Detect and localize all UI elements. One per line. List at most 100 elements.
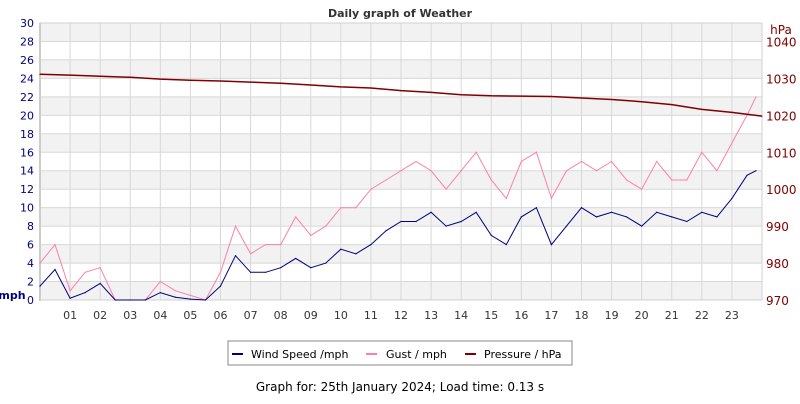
gust-series-point: [174, 290, 176, 292]
wind-speed-series-point: [415, 220, 417, 223]
y-right-tick-label: 970: [766, 294, 789, 308]
wind-speed-series-point: [69, 297, 71, 299]
wind-speed-series-point: [550, 244, 553, 246]
wind-speed-series-point: [595, 216, 598, 218]
wind-speed-series-point: [460, 220, 462, 223]
wind-speed-series-point: [490, 234, 492, 236]
gust-series-point: [234, 225, 237, 227]
gust-series-point: [189, 294, 192, 296]
pressure-series-point: [310, 84, 312, 86]
pressure-series-point: [400, 89, 402, 92]
y-tick-label: 0: [27, 294, 34, 307]
wind-speed-series-point: [580, 207, 583, 209]
gust-series-point: [265, 244, 267, 246]
wind-speed-series-point: [174, 296, 176, 298]
y-tick-label: 12: [20, 183, 34, 196]
wind-speed-series-point: [114, 299, 116, 301]
wind-speed-series-point: [189, 298, 192, 300]
wind-speed-series-point: [400, 220, 402, 223]
pressure-series-point: [370, 87, 372, 89]
y-tick-label: 18: [20, 128, 34, 141]
x-tick-label: 14: [454, 309, 468, 322]
gust-series-point: [460, 170, 462, 172]
gust-series-point: [445, 188, 447, 190]
x-tick-label: 22: [695, 309, 709, 322]
gust-series: [39, 96, 757, 301]
x-tick-label: 18: [575, 309, 589, 322]
pressure-series-point: [249, 81, 252, 83]
gust-series-point: [656, 160, 658, 163]
pressure-series-point: [340, 86, 342, 88]
gust-series-point: [686, 179, 688, 181]
pressure-series-point: [39, 73, 41, 75]
wind-speed-series-point: [39, 285, 41, 287]
y-right-tick-label: 1040: [766, 35, 797, 49]
y-right-tick-label: 980: [766, 257, 789, 271]
wind-speed-series-point: [219, 285, 222, 287]
gust-series-point: [626, 179, 628, 181]
wind-speed-series-point: [84, 292, 86, 294]
gust-series-point: [520, 160, 522, 163]
pressure-series-point: [671, 104, 673, 106]
x-tick-label: 06: [214, 309, 228, 322]
gust-series-point: [505, 197, 507, 200]
gust-series-point: [716, 170, 718, 172]
wind-speed-series-point: [280, 267, 282, 269]
gust-series-point: [731, 142, 733, 144]
gust-series-point: [280, 244, 282, 246]
gust-series-point: [475, 151, 477, 153]
wind-speed-series-point: [475, 211, 477, 213]
gust-series-point: [490, 179, 492, 181]
footer-text: Graph for: 25th January 2024; Load time:…: [255, 380, 545, 394]
wind-speed-series-point: [144, 299, 146, 301]
y-tick-label: 26: [20, 54, 34, 67]
wind-speed-series-point: [520, 216, 522, 218]
y-tick-label: 30: [20, 17, 34, 30]
pressure-series-point: [219, 80, 222, 82]
pressure-series-point: [460, 94, 462, 96]
y-tick-label: 4: [27, 257, 34, 270]
pressure-series-point: [430, 91, 432, 94]
wind-speed-series-point: [385, 230, 387, 232]
gust-series-point: [159, 280, 161, 283]
pressure-series-point: [280, 82, 282, 84]
pressure-series-point: [129, 76, 131, 78]
wind-speed-series-point: [204, 299, 207, 301]
wind-speed-series-point: [671, 216, 673, 218]
x-tick-label: 21: [665, 309, 679, 322]
x-tick-label: 20: [635, 309, 649, 322]
pressure-series-point: [159, 78, 161, 80]
gust-series-point: [310, 234, 312, 236]
x-tick-label: 08: [274, 309, 288, 322]
chart-title: Daily graph of Weather: [328, 7, 473, 20]
gust-series-point: [219, 271, 222, 273]
gust-series-point: [84, 271, 86, 273]
gust-series-point: [671, 179, 673, 181]
y-tick-label: 10: [20, 202, 34, 215]
gust-series-point: [355, 207, 357, 209]
wind-speed-series-point: [686, 220, 688, 223]
y-tick-label: 28: [20, 35, 34, 48]
x-tick-label: 09: [304, 309, 318, 322]
x-tick-label: 10: [334, 309, 348, 322]
gust-series-point: [400, 170, 402, 172]
x-tick-label: 19: [605, 309, 619, 322]
legend-label-wind: Wind Speed /mph: [251, 348, 349, 361]
legend-label-pressure: Pressure / hPa: [484, 348, 562, 361]
gust-series-point: [430, 170, 432, 172]
x-tick-label: 13: [424, 309, 438, 322]
gust-series-point: [755, 96, 757, 98]
wind-speed-series-point: [370, 244, 372, 246]
wind-speed-series-point: [565, 225, 568, 227]
gust-series-point: [610, 160, 613, 163]
wind-speed-series-point: [505, 244, 507, 246]
wind-speed-series-point: [54, 268, 56, 271]
wind-speed-series-point: [295, 257, 297, 260]
wind-speed-series-point: [610, 211, 613, 213]
wind-speed-series-point: [355, 253, 357, 255]
y-right-tick-label: 1020: [766, 109, 797, 123]
pressure-series-point: [701, 108, 703, 111]
pressure-series-point: [731, 111, 733, 113]
